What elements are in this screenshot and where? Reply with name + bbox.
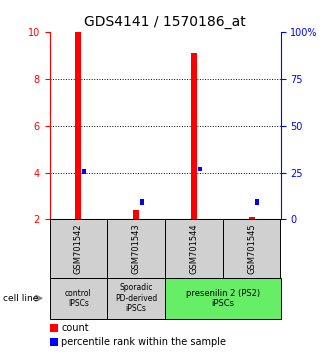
Bar: [191, 53, 197, 219]
Text: GSM701542: GSM701542: [74, 223, 83, 274]
Text: presenilin 2 (PS2)
iPSCs: presenilin 2 (PS2) iPSCs: [186, 289, 260, 308]
Text: Sporadic
PD-derived
iPSCs: Sporadic PD-derived iPSCs: [115, 283, 157, 313]
Text: GSM701545: GSM701545: [247, 223, 256, 274]
Bar: [223, 219, 280, 278]
Text: GSM701544: GSM701544: [189, 223, 198, 274]
Bar: [107, 219, 165, 278]
Bar: [76, 32, 81, 219]
Bar: [107, 278, 165, 319]
Text: count: count: [61, 323, 89, 333]
Bar: [165, 219, 223, 278]
Bar: [255, 199, 259, 205]
Bar: [82, 169, 86, 174]
Bar: [198, 167, 202, 171]
Bar: [165, 278, 280, 319]
Text: GSM701543: GSM701543: [132, 223, 141, 274]
Title: GDS4141 / 1570186_at: GDS4141 / 1570186_at: [84, 16, 246, 29]
Bar: [50, 278, 107, 319]
Text: control
IPSCs: control IPSCs: [65, 289, 92, 308]
Bar: [140, 199, 144, 205]
Bar: [133, 210, 139, 219]
Bar: [50, 219, 107, 278]
Bar: [249, 217, 254, 219]
Text: percentile rank within the sample: percentile rank within the sample: [61, 337, 226, 347]
Text: cell line: cell line: [3, 294, 39, 303]
